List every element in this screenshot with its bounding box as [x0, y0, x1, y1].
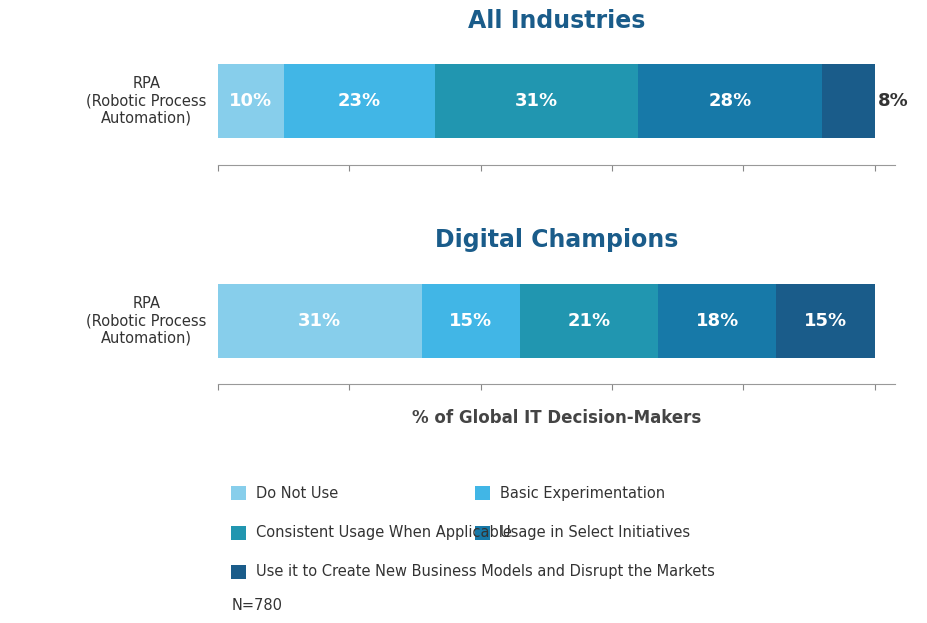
Text: 28%: 28% — [708, 92, 752, 110]
Text: 15%: 15% — [450, 312, 492, 330]
Text: Do Not Use: Do Not Use — [257, 486, 338, 501]
Y-axis label: RPA
(Robotic Process
Automation): RPA (Robotic Process Automation) — [86, 296, 207, 346]
Text: Use it to Create New Business Models and Disrupt the Markets: Use it to Create New Business Models and… — [257, 564, 716, 579]
Text: 10%: 10% — [229, 92, 273, 110]
Bar — [232, 565, 247, 579]
Bar — [520, 284, 658, 358]
Title: All Industries: All Industries — [467, 9, 645, 32]
Text: 8%: 8% — [878, 92, 908, 110]
Title: Digital Champions: Digital Champions — [435, 228, 678, 252]
Text: N=780: N=780 — [232, 598, 283, 613]
Text: Consistent Usage When Applicable: Consistent Usage When Applicable — [257, 525, 513, 540]
Bar — [639, 64, 822, 138]
Text: 23%: 23% — [337, 92, 381, 110]
Bar — [475, 487, 489, 500]
Text: Usage in Select Initiatives: Usage in Select Initiatives — [500, 525, 691, 540]
Bar — [776, 284, 875, 358]
Bar — [232, 526, 247, 540]
Bar — [284, 64, 435, 138]
Text: Basic Experimentation: Basic Experimentation — [500, 486, 666, 501]
Bar — [232, 487, 247, 500]
Bar — [822, 64, 875, 138]
Bar — [422, 284, 520, 358]
Y-axis label: RPA
(Robotic Process
Automation): RPA (Robotic Process Automation) — [86, 76, 207, 126]
Text: 18%: 18% — [695, 312, 739, 330]
Bar — [218, 284, 422, 358]
Bar — [218, 64, 284, 138]
Bar — [475, 526, 489, 540]
Text: 15%: 15% — [804, 312, 847, 330]
Bar — [435, 64, 639, 138]
X-axis label: % of Global IT Decision-Makers: % of Global IT Decision-Makers — [412, 409, 701, 427]
Text: 21%: 21% — [567, 312, 611, 330]
Text: 31%: 31% — [514, 92, 558, 110]
Text: 31%: 31% — [298, 312, 341, 330]
Bar — [658, 284, 776, 358]
